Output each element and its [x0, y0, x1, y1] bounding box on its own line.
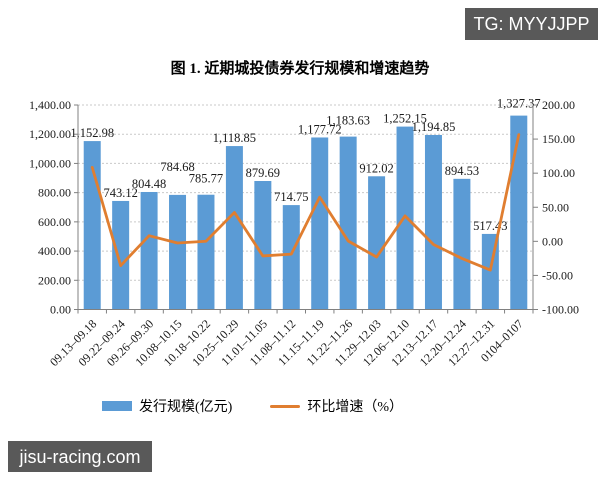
- legend-item-growth: 环比增速（%）: [270, 396, 403, 416]
- chart-legend: 发行规模(亿元) 环比增速（%）: [0, 395, 505, 417]
- site-watermark-badge: jisu-racing.com: [8, 441, 152, 472]
- left-axis-tick-label: 1,200.00: [29, 127, 71, 141]
- right-axis-tick-label: 200.00: [542, 98, 575, 112]
- right-axis-tick-label: 100.00: [542, 166, 575, 180]
- bar-value-label: 1,183.63: [326, 114, 370, 128]
- issuance-bar: [311, 137, 329, 310]
- bar-value-label: 785.77: [189, 172, 223, 186]
- bar-value-label: 912.02: [359, 161, 393, 175]
- chart-title: 图 1. 近期城投债券发行规模和增速趋势: [170, 61, 430, 77]
- telegram-watermark-badge: TG: MYYJJPP: [465, 8, 598, 40]
- legend-label-growth: 环比增速（%）: [307, 400, 403, 415]
- issuance-bar: [112, 200, 130, 310]
- left-axis-tick-label: 1,400.00: [29, 98, 71, 112]
- bar-value-label: 879.69: [246, 166, 280, 180]
- right-axis-tick-label: 150.00: [542, 132, 575, 146]
- bar-value-label: 1,327.37: [497, 97, 541, 111]
- issuance-bar: [254, 181, 272, 310]
- right-axis-tick-label: -50.00: [542, 268, 573, 282]
- line-series-swatch: [270, 404, 301, 408]
- issuance-bar: [453, 178, 471, 310]
- bar-value-label: 894.53: [445, 164, 479, 178]
- left-axis-tick-label: 0.00: [50, 303, 71, 317]
- issuance-bar: [140, 191, 158, 310]
- bar-series-swatch: [102, 401, 132, 411]
- bar-value-label: 1,118.85: [213, 131, 256, 145]
- bar-value-label: 1,194.85: [412, 120, 456, 134]
- left-axis-tick-label: 400.00: [38, 244, 71, 258]
- issuance-bar: [282, 205, 300, 310]
- bar-value-label: 804.48: [132, 177, 166, 191]
- bar-value-label: 1,177.72: [298, 122, 342, 136]
- bar-value-label: 743.12: [103, 186, 137, 200]
- left-axis-tick-label: 800.00: [38, 186, 71, 200]
- bar-value-label: 517.43: [473, 219, 507, 233]
- legend-item-issuance: 发行规模(亿元): [102, 396, 232, 416]
- bar-value-label: 1,252.15: [383, 112, 427, 126]
- issuance-bar: [225, 146, 243, 310]
- issuance-bar: [424, 134, 442, 310]
- issuance-bar: [368, 176, 386, 310]
- bar-value-label: 1,152.98: [70, 126, 114, 140]
- left-axis-tick-label: 600.00: [38, 215, 71, 229]
- left-axis-tick-label: 1,000.00: [29, 156, 71, 170]
- left-axis-tick-label: 200.00: [38, 273, 71, 287]
- issuance-bar: [197, 194, 215, 310]
- bar-value-label: 714.75: [274, 190, 308, 204]
- right-axis-tick-label: 0.00: [542, 234, 563, 248]
- right-axis-tick-label: 50.00: [542, 200, 569, 214]
- issuance-bar: [339, 136, 357, 310]
- bar-value-label: 784.68: [160, 160, 194, 174]
- issuance-bar: [510, 115, 528, 310]
- issuance-bar: [169, 194, 187, 310]
- right-axis-tick-label: -100.00: [542, 303, 579, 317]
- legend-label-issuance: 发行规模(亿元): [139, 400, 233, 415]
- growth-line: [90, 133, 521, 272]
